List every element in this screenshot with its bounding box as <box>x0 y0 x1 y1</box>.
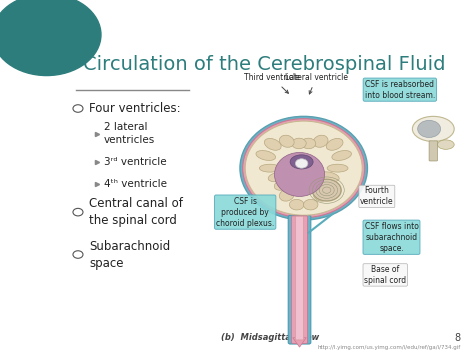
Ellipse shape <box>259 164 280 172</box>
Text: CSF flows into
subarachnoid
space.: CSF flows into subarachnoid space. <box>365 222 419 253</box>
Circle shape <box>0 0 101 76</box>
Text: Four ventricles:: Four ventricles: <box>89 102 181 115</box>
Ellipse shape <box>418 120 441 137</box>
Text: CSF is reabsorbed
into blood stream.: CSF is reabsorbed into blood stream. <box>365 80 435 100</box>
Ellipse shape <box>412 116 454 142</box>
Text: Circulation of the Cerebrospinal Fluid: Circulation of the Cerebrospinal Fluid <box>83 55 445 74</box>
Ellipse shape <box>292 138 306 149</box>
Ellipse shape <box>240 116 368 220</box>
Ellipse shape <box>326 138 343 150</box>
Ellipse shape <box>327 164 348 172</box>
Ellipse shape <box>316 178 333 190</box>
FancyBboxPatch shape <box>288 215 311 344</box>
Ellipse shape <box>245 121 362 215</box>
Ellipse shape <box>280 189 294 201</box>
Ellipse shape <box>301 138 315 149</box>
Ellipse shape <box>290 155 313 169</box>
Ellipse shape <box>280 135 294 147</box>
Text: Base of
spinal cord: Base of spinal cord <box>364 265 406 285</box>
Text: Subarachnoid
space: Subarachnoid space <box>89 240 170 269</box>
Polygon shape <box>293 338 306 347</box>
Ellipse shape <box>274 152 324 196</box>
FancyBboxPatch shape <box>291 216 307 343</box>
Text: 4ᵗʰ ventricle: 4ᵗʰ ventricle <box>104 179 167 189</box>
Ellipse shape <box>289 200 304 210</box>
FancyBboxPatch shape <box>429 141 438 161</box>
Ellipse shape <box>304 200 318 210</box>
Text: (b)  Midsagittal View: (b) Midsagittal View <box>221 333 319 342</box>
Ellipse shape <box>256 151 276 160</box>
Text: Central canal of
the spinal cord: Central canal of the spinal cord <box>89 197 183 227</box>
Ellipse shape <box>274 178 291 190</box>
Text: Fourth
ventricle: Fourth ventricle <box>360 186 394 207</box>
Text: Third ventricle: Third ventricle <box>245 73 300 93</box>
Text: http://l.yimg.com/us.yimg.com/i/edu/ref/ga/i/734.gif: http://l.yimg.com/us.yimg.com/i/edu/ref/… <box>317 345 460 350</box>
Ellipse shape <box>243 119 365 218</box>
Ellipse shape <box>332 151 351 160</box>
Text: 3ʳᵈ ventricle: 3ʳᵈ ventricle <box>104 157 166 167</box>
Ellipse shape <box>320 172 339 182</box>
Ellipse shape <box>313 135 328 147</box>
Ellipse shape <box>312 179 342 201</box>
Ellipse shape <box>268 172 288 182</box>
Text: Lateral ventricle: Lateral ventricle <box>285 73 348 94</box>
Ellipse shape <box>313 189 328 201</box>
Ellipse shape <box>264 138 281 150</box>
Text: 2 lateral
ventricles: 2 lateral ventricles <box>104 122 155 145</box>
FancyBboxPatch shape <box>295 216 304 340</box>
Circle shape <box>295 159 308 168</box>
Text: 8: 8 <box>455 333 460 343</box>
Text: CSF is
produced by
choroid plexus.: CSF is produced by choroid plexus. <box>216 197 274 228</box>
Ellipse shape <box>438 140 454 149</box>
